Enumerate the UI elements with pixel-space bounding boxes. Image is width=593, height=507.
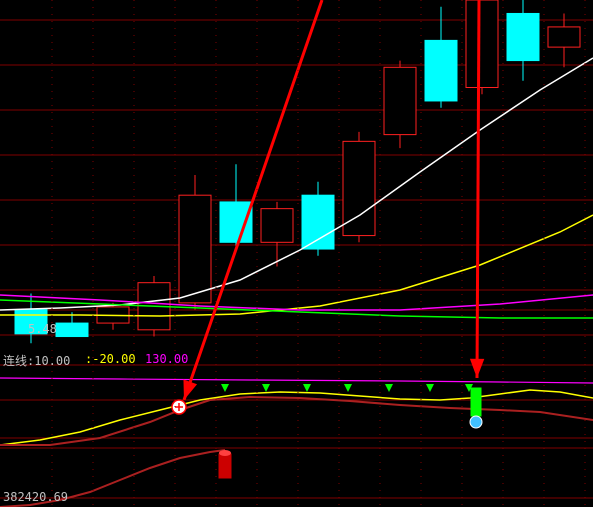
stock-chart: { "canvas": { "w": 593, "h": 507, "bg": … xyxy=(0,0,593,507)
indicator-val-2: :-20.00 xyxy=(85,352,136,366)
indicator-val-3: 130.00 xyxy=(145,352,188,366)
price-label: 5.48 xyxy=(28,322,57,336)
chart-svg xyxy=(0,0,593,507)
volume-label: 382420.69 xyxy=(3,490,68,504)
indicator-val-1: 连线:10.00 xyxy=(3,352,70,369)
